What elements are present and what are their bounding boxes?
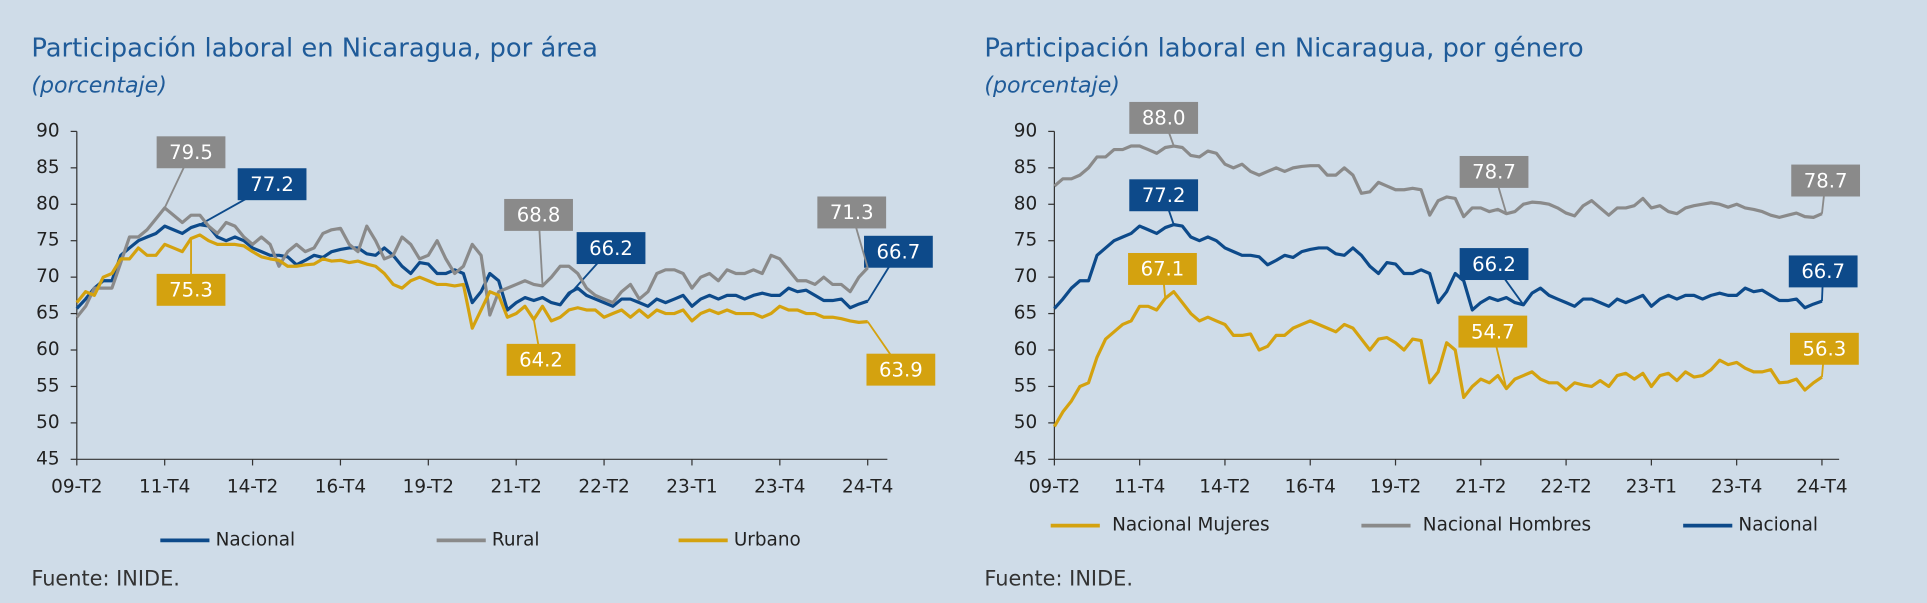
data-label: 66.2 [589,237,633,260]
x-tick-label: 23-T1 [666,477,717,498]
y-tick-label: 85 [36,157,59,178]
label-box [866,353,936,386]
legend-label: Nacional [216,529,296,550]
label-box [864,235,933,268]
label-box [1790,332,1859,365]
y-tick-label: 80 [1014,193,1037,214]
x-tick-label: 21-T2 [491,477,542,498]
legend-label: Nacional Mujeres [1112,515,1270,536]
data-label: 66.2 [1472,253,1516,276]
label-box [1458,315,1528,348]
legend-label: Nacional [1738,515,1818,536]
data-label: 68.8 [517,204,561,227]
data-label: 78.7 [1804,169,1848,192]
label-box [1459,155,1529,188]
x-tick-label: 24-T4 [1796,477,1847,498]
x-tick-label: 21-T2 [1455,477,1506,498]
label-box [506,343,576,376]
series-line [1053,144,1823,219]
label-box [817,196,887,229]
chart-title: Participación laboral en Nicaragua, por … [31,34,598,64]
source-note: Fuente: INIDE. [984,567,1133,591]
label-box [156,136,226,169]
label-box [1791,164,1861,197]
data-label: 63.9 [879,358,923,381]
x-tick-label: 23-T1 [1626,477,1677,498]
y-tick-label: 75 [1014,230,1037,251]
label-box [1129,179,1199,212]
x-tick-label: 16-T4 [315,477,366,498]
label-box [237,168,307,201]
y-tick-label: 50 [1014,412,1037,433]
x-tick-label: 09-T2 [1029,477,1080,498]
data-label: 75.3 [169,279,213,302]
y-tick-label: 55 [1014,375,1037,396]
y-tick-label: 60 [1014,339,1037,360]
data-label: 54.7 [1471,320,1515,343]
x-tick-label: 14-T2 [1199,477,1250,498]
data-label: 78.7 [1472,161,1516,184]
y-tick-label: 90 [36,120,59,141]
data-label: 66.7 [877,240,921,263]
chart-subtitle: (porcentaje) [984,72,1120,98]
label-box [156,273,226,306]
label-box [1128,252,1197,285]
y-tick-label: 70 [36,266,59,287]
data-label: 79.5 [169,141,213,164]
series-line [1052,290,1823,428]
x-tick-label: 22-T2 [578,477,629,498]
x-tick-label: 23-T4 [1711,477,1762,498]
data-label: 64.2 [519,349,563,372]
y-tick-label: 65 [36,303,59,324]
series-line [1053,223,1823,312]
y-tick-label: 45 [1014,448,1037,469]
legend-label: Nacional Hombres [1423,515,1591,536]
x-tick-label: 11-T4 [139,477,190,498]
label-box [1788,255,1858,288]
y-tick-label: 65 [1014,303,1037,324]
y-tick-label: 45 [36,448,59,469]
series-line [75,233,868,330]
y-tick-label: 90 [1014,120,1037,141]
y-tick-label: 75 [36,230,59,251]
y-tick-label: 50 [36,412,59,433]
chart-subtitle: (porcentaje) [31,72,167,98]
data-label: 88.0 [1142,107,1186,130]
label-box [1129,101,1199,134]
y-tick-label: 70 [1014,266,1037,287]
x-tick-label: 14-T2 [227,477,278,498]
x-tick-label: 11-T4 [1114,477,1165,498]
x-tick-label: 23-T4 [754,477,805,498]
y-tick-label: 60 [36,339,59,360]
data-label: 56.3 [1803,338,1847,361]
x-tick-label: 22-T2 [1540,477,1591,498]
legend-label: Urbano [734,529,801,550]
x-tick-label: 24-T4 [842,477,893,498]
label-box [1459,248,1529,281]
x-tick-label: 09-T2 [51,477,102,498]
x-tick-label: 16-T4 [1285,477,1336,498]
y-tick-label: 80 [36,193,59,214]
y-tick-label: 55 [36,375,59,396]
data-label: 66.7 [1801,260,1845,283]
y-tick-label: 85 [1014,157,1037,178]
chart-title: Participación laboral en Nicaragua, por … [984,34,1583,64]
data-label: 77.2 [1142,184,1186,207]
data-label: 71.3 [830,201,874,224]
data-label: 77.2 [250,173,294,196]
label-box [576,232,646,265]
data-label: 67.1 [1141,258,1185,281]
x-tick-label: 19-T2 [403,477,454,498]
label-box [504,198,573,231]
legend-label: Rural [492,529,540,550]
x-tick-label: 19-T2 [1370,477,1421,498]
source-note: Fuente: INIDE. [31,567,180,591]
series-line [75,206,869,319]
